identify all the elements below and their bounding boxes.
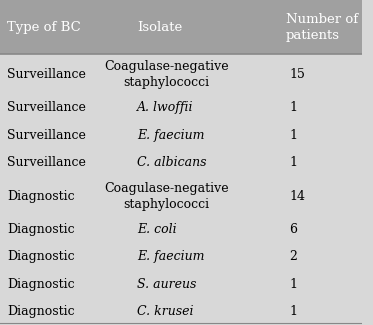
Text: E. faecium: E. faecium <box>137 251 205 264</box>
Text: A. lwoffii: A. lwoffii <box>137 101 194 114</box>
Text: Surveillance: Surveillance <box>7 68 86 81</box>
Text: Diagnostic: Diagnostic <box>7 305 75 318</box>
Bar <box>0 0 361 54</box>
Text: 2: 2 <box>289 251 297 264</box>
Text: Diagnostic: Diagnostic <box>7 189 75 202</box>
Text: 15: 15 <box>289 68 305 81</box>
Text: Coagulase-negative
staphylococci: Coagulase-negative staphylococci <box>104 181 229 211</box>
Text: Surveillance: Surveillance <box>7 101 86 114</box>
Text: 1: 1 <box>289 156 297 169</box>
Text: Diagnostic: Diagnostic <box>7 223 75 236</box>
Text: 1: 1 <box>289 101 297 114</box>
Text: Number of
patients: Number of patients <box>286 13 358 42</box>
Text: 1: 1 <box>289 129 297 142</box>
Text: Coagulase-negative
staphylococci: Coagulase-negative staphylococci <box>104 60 229 89</box>
Text: 6: 6 <box>289 223 297 236</box>
Text: Surveillance: Surveillance <box>7 156 86 169</box>
Text: Type of BC: Type of BC <box>7 20 81 33</box>
Text: Isolate: Isolate <box>137 20 183 33</box>
Text: Diagnostic: Diagnostic <box>7 251 75 264</box>
Text: Surveillance: Surveillance <box>7 129 86 142</box>
Text: Diagnostic: Diagnostic <box>7 278 75 291</box>
Text: C. albicans: C. albicans <box>137 156 207 169</box>
Text: 1: 1 <box>289 278 297 291</box>
Text: C. krusei: C. krusei <box>137 305 194 318</box>
Text: S. aureus: S. aureus <box>137 278 197 291</box>
Text: 1: 1 <box>289 305 297 318</box>
Text: 14: 14 <box>289 189 305 202</box>
Text: E. coli: E. coli <box>137 223 177 236</box>
Text: E. faecium: E. faecium <box>137 129 205 142</box>
